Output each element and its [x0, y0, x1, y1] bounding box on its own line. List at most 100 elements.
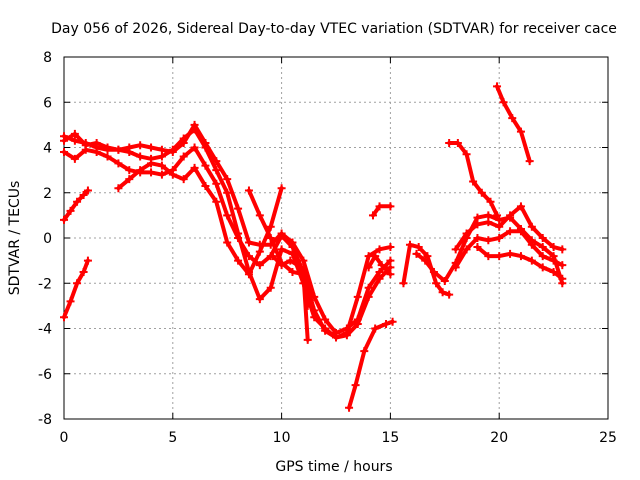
series-trace	[62, 122, 393, 335]
series-trace	[401, 242, 452, 297]
data-point	[412, 249, 421, 258]
data-point	[190, 163, 199, 172]
data-point	[321, 326, 330, 335]
y-tick-label: 8	[43, 50, 52, 66]
data-point	[462, 150, 471, 159]
data-point	[477, 188, 486, 197]
data-point	[516, 252, 525, 261]
x-tick-label: 10	[273, 430, 291, 446]
data-point	[538, 234, 547, 242]
data-point	[83, 256, 92, 265]
data-point	[484, 252, 493, 261]
series-trace	[366, 254, 393, 277]
data-point	[268, 252, 277, 261]
data-point	[421, 256, 430, 265]
data-point	[516, 202, 525, 211]
data-point	[377, 261, 386, 270]
data-point	[506, 211, 515, 220]
y-tick-label: 6	[43, 95, 52, 111]
series-arc-1	[60, 120, 395, 338]
data-point	[516, 227, 525, 236]
data-point	[255, 247, 264, 256]
data-point	[508, 114, 517, 123]
data-point	[473, 213, 482, 222]
data-point	[223, 238, 232, 247]
data-point	[462, 245, 471, 254]
data-point	[125, 148, 134, 157]
data-point	[277, 245, 286, 254]
data-point	[125, 166, 134, 175]
data-point	[486, 197, 495, 206]
data-point	[549, 267, 558, 276]
data-point	[429, 267, 438, 276]
data-point	[423, 252, 432, 261]
data-point	[266, 234, 275, 242]
data-point	[157, 145, 166, 154]
series-trace	[414, 213, 565, 286]
data-point	[179, 175, 188, 184]
data-point	[364, 283, 373, 292]
data-point	[81, 145, 90, 154]
data-point	[399, 279, 408, 288]
data-point	[342, 329, 351, 338]
series-arc-8	[345, 317, 397, 412]
data-point	[303, 301, 312, 310]
data-point	[558, 274, 567, 283]
data-point	[277, 184, 286, 193]
data-point	[103, 152, 112, 161]
data-point	[157, 152, 166, 161]
data-point	[70, 154, 79, 163]
data-point	[445, 138, 454, 147]
data-point	[499, 98, 508, 107]
data-point	[201, 143, 210, 152]
data-point	[223, 175, 232, 184]
data-point	[190, 125, 199, 134]
data-point	[386, 256, 395, 265]
data-point	[495, 215, 504, 224]
data-point	[375, 267, 384, 276]
data-point	[462, 229, 471, 238]
data-point	[360, 347, 369, 356]
series-arc-12	[451, 202, 567, 254]
series-arc-16	[493, 82, 534, 166]
data-point	[244, 238, 253, 247]
data-point	[103, 143, 112, 152]
data-point	[201, 181, 210, 190]
data-point	[70, 129, 79, 138]
data-point	[538, 243, 547, 252]
data-point	[136, 166, 145, 175]
data-point	[451, 263, 460, 272]
data-point	[244, 186, 253, 195]
data-point	[212, 179, 221, 188]
data-point	[495, 234, 504, 242]
y-tick-label: 0	[43, 231, 52, 247]
data-point	[201, 161, 210, 170]
data-point	[92, 138, 101, 147]
data-point	[114, 159, 123, 168]
data-point	[255, 295, 264, 304]
data-point	[451, 245, 460, 254]
data-point	[255, 261, 264, 270]
series-arc-6	[60, 256, 92, 322]
data-point	[484, 218, 493, 227]
data-point	[438, 288, 447, 297]
data-point	[66, 297, 75, 306]
data-point	[386, 263, 395, 272]
x-axis-title: GPS time / hours	[275, 459, 392, 475]
data-point	[223, 211, 232, 220]
series-trace	[347, 319, 395, 410]
data-point	[345, 403, 354, 412]
data-point	[516, 127, 525, 136]
data-point	[495, 222, 504, 231]
data-point	[493, 82, 502, 91]
data-point	[168, 170, 177, 179]
series-arc-17	[268, 252, 312, 310]
data-point	[303, 335, 312, 344]
series-arc-13	[451, 227, 567, 272]
data-point	[469, 177, 478, 186]
data-point	[125, 175, 134, 184]
data-point	[321, 315, 330, 324]
y-tick-label: -4	[38, 322, 52, 338]
data-point	[136, 141, 145, 150]
